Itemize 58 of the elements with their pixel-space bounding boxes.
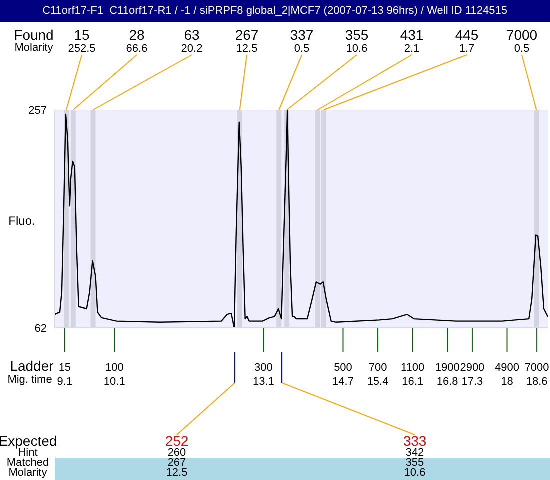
text: 252 xyxy=(165,433,189,449)
text: 10.6 xyxy=(404,467,426,479)
band-label: 15 xyxy=(74,27,90,43)
band-label: 337 xyxy=(290,27,314,43)
text: Found xyxy=(14,27,54,43)
annotation: 10.6 xyxy=(346,43,368,55)
text: Expected xyxy=(0,433,58,449)
annotation: 1.7 xyxy=(459,43,475,55)
text: 260 xyxy=(168,447,186,459)
text: 7000 xyxy=(524,362,550,374)
band-label: 7000 xyxy=(506,27,538,43)
text: Molarity xyxy=(14,42,54,54)
text: 15 xyxy=(58,362,72,374)
text: 700 xyxy=(368,362,388,374)
x-tick-label: 9.1 xyxy=(57,376,73,388)
x-tick-label: 18 xyxy=(501,376,514,388)
text: 12.5 xyxy=(166,467,188,479)
annotation: 20.2 xyxy=(181,43,203,55)
band-label: 28 xyxy=(129,27,145,43)
text: Ladder xyxy=(10,358,54,374)
annotation: 66.6 xyxy=(126,43,148,55)
x-tick-label: 13.1 xyxy=(253,376,274,388)
text: 1100 xyxy=(400,362,425,374)
text: Matched xyxy=(6,457,50,469)
text: 267 xyxy=(168,457,186,469)
text: 2900 xyxy=(460,362,485,374)
chart-title: C11orf17-F1 C11orf17-R1 / -1 / siPRPF8 global_2|MCF7 (2007-07-13 96hrs) / Well ID 1124515 xyxy=(0,0,550,22)
text: Hint xyxy=(18,447,38,459)
text: 1900 xyxy=(435,362,460,374)
text: 100 xyxy=(105,362,124,374)
text: 300 xyxy=(254,362,273,374)
x-tick-label: 18.6 xyxy=(526,376,548,388)
annotation: 12.5 xyxy=(236,43,258,55)
text: 4900 xyxy=(495,362,520,374)
text: 342 xyxy=(406,447,424,459)
x-tick-label: 17.3 xyxy=(462,376,484,388)
text: Molarity xyxy=(8,467,48,479)
band-label: 355 xyxy=(345,27,369,43)
annotation: 0.5 xyxy=(514,43,530,55)
annotation: 252.5 xyxy=(68,43,96,55)
y-axis-title: Fluo. xyxy=(8,214,36,228)
text: 500 xyxy=(334,362,352,374)
band-label: 445 xyxy=(455,27,479,43)
x-tick-label: 14.7 xyxy=(332,376,354,388)
y-tick-label: 62 xyxy=(34,322,47,335)
annotation: 2.1 xyxy=(404,43,420,55)
x-tick-label: 16.1 xyxy=(402,376,424,388)
text: Mig. time xyxy=(8,374,52,386)
y-tick-label: 257 xyxy=(28,104,47,117)
band-label: 267 xyxy=(235,27,259,43)
band-label: 431 xyxy=(400,27,424,43)
x-tick-label: 15.4 xyxy=(367,376,389,388)
x-tick-label: 10.1 xyxy=(104,376,126,388)
annotation: 0.5 xyxy=(294,43,310,55)
x-tick-label: 16.8 xyxy=(436,376,458,388)
text: 355 xyxy=(406,457,424,469)
text: 333 xyxy=(403,433,427,449)
band-label: 63 xyxy=(184,27,200,43)
